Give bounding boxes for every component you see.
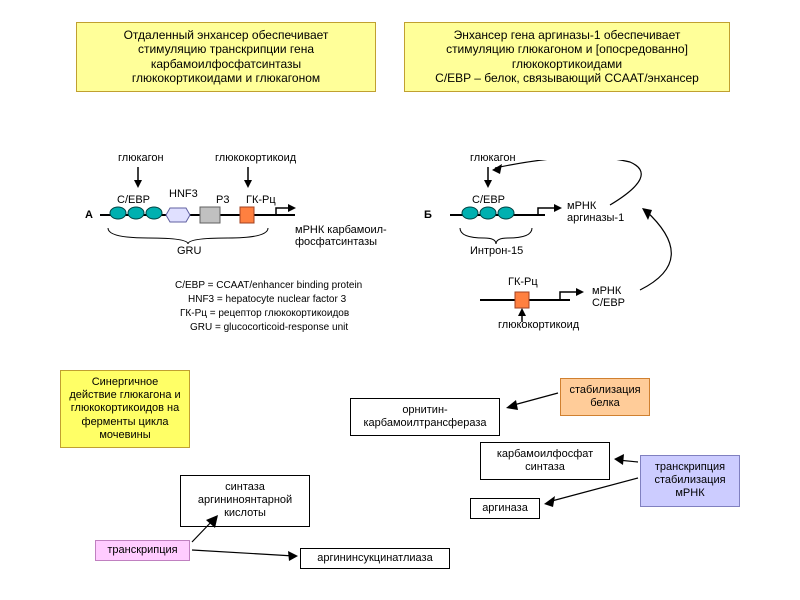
enhancer-box-1: Отдаленный энхансер обеспечивает стимуля… [76,22,376,92]
legend-4: GRU = glucocorticoid-response unit [190,322,348,333]
label-a: А [85,209,93,221]
diagram-a-svg [100,160,390,250]
feedback-arrow [610,200,730,300]
bottom-arrows-svg [0,370,800,590]
legend-2: HNF3 = hepatocyte nuclear factor 3 [188,294,346,305]
legend-1: C/EBP = CCAAT/enhancer binding protein [175,280,362,291]
label-b: Б [424,209,432,221]
legend-3: ГК-Рц = рецептор глюкокортикоидов [180,308,349,319]
enhancer-box-2: Энхансер гена аргиназы-1 обеспечивает ст… [404,22,730,92]
